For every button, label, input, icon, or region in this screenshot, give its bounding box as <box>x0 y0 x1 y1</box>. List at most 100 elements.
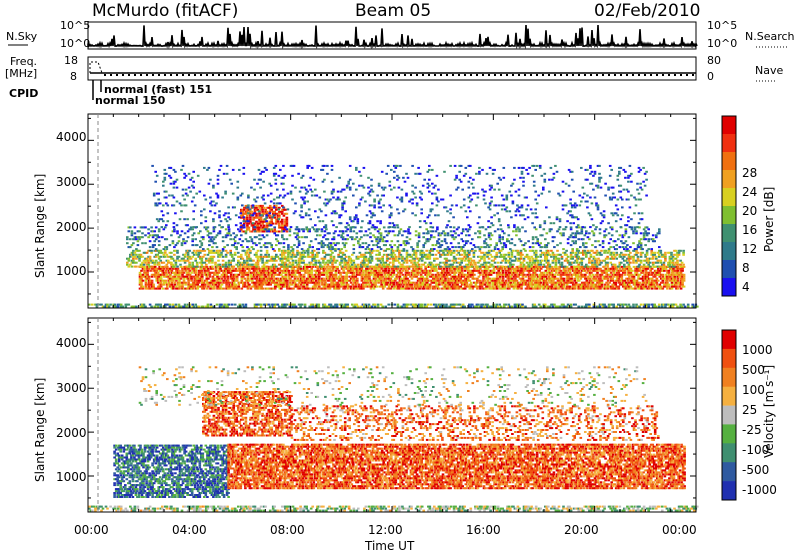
nave-dot <box>428 74 430 76</box>
power-colorbar-swatch <box>722 170 736 188</box>
power-colorbar-swatch <box>722 278 736 296</box>
nave-dot <box>218 74 220 76</box>
power-colorbar-swatch <box>722 134 736 152</box>
nave-dot <box>188 74 190 76</box>
nave-dot <box>122 74 124 76</box>
nave-dot <box>638 74 640 76</box>
power-echo-cells <box>88 165 699 308</box>
nave-dot <box>614 74 616 76</box>
nave-dot <box>506 74 508 76</box>
nave-dot <box>632 74 634 76</box>
nave-dot <box>656 74 658 76</box>
nave-dot <box>374 74 376 76</box>
nave-dot <box>278 74 280 76</box>
nave-dot <box>494 74 496 76</box>
nave-dot <box>536 74 538 76</box>
nave-dot <box>320 74 322 76</box>
nave-dot <box>200 74 202 76</box>
nave-dot <box>176 74 178 76</box>
nave-dot <box>626 74 628 76</box>
nave-dot <box>440 74 442 76</box>
nave-dot <box>464 74 466 76</box>
nave-dot <box>296 74 298 76</box>
velocity-colorbar-swatch <box>722 349 736 368</box>
nave-dot <box>308 74 310 76</box>
nave-dot <box>590 74 592 76</box>
power-colorbar-swatch <box>722 224 736 242</box>
nave-dot <box>140 74 142 76</box>
velocity-echo-cells <box>88 366 699 511</box>
nave-dot <box>134 74 136 76</box>
nave-dot <box>500 74 502 76</box>
nave-dot <box>422 74 424 76</box>
nave-dot <box>152 74 154 76</box>
nave-dot <box>416 74 418 76</box>
nave-dot <box>224 74 226 76</box>
nave-dot <box>368 74 370 76</box>
nave-dot <box>692 74 694 76</box>
nave-dot <box>284 74 286 76</box>
velocity-colorbar-swatch <box>722 443 736 462</box>
nave-dot <box>230 74 232 76</box>
nave-dot <box>242 74 244 76</box>
nave-dot <box>158 74 160 76</box>
nave-dot <box>596 74 598 76</box>
nave-dot <box>170 74 172 76</box>
nave-dot <box>260 74 262 76</box>
velocity-colorbar-swatch <box>722 481 736 500</box>
nave-dot <box>146 74 148 76</box>
nsky-trace <box>88 25 697 46</box>
velocity-colorbar-swatch <box>722 424 736 443</box>
velocity-colorbar-swatch <box>722 462 736 481</box>
nave-dot <box>602 74 604 76</box>
power-colorbar-swatch <box>722 152 736 170</box>
nave-dot <box>314 74 316 76</box>
nave-dot <box>488 74 490 76</box>
nave-dot <box>662 74 664 76</box>
velocity-colorbar-swatch <box>722 387 736 406</box>
nave-dot <box>254 74 256 76</box>
power-colorbar-swatch <box>722 260 736 278</box>
nave-dot <box>344 74 346 76</box>
nave-dot <box>110 74 112 76</box>
nave-dot <box>620 74 622 76</box>
nave-dot <box>302 74 304 76</box>
nave-dot <box>554 74 556 76</box>
nave-dot <box>410 74 412 76</box>
nave-dot <box>446 74 448 76</box>
nave-dot <box>470 74 472 76</box>
nave-dot <box>206 74 208 76</box>
velocity-colorbar-swatch <box>722 368 736 387</box>
nave-dot <box>398 74 400 76</box>
nave-dot <box>236 74 238 76</box>
nave-dot <box>524 74 526 76</box>
nave-dot <box>650 74 652 76</box>
nave-dot <box>674 74 676 76</box>
nave-dot <box>560 74 562 76</box>
velocity-colorbar-swatch <box>722 406 736 425</box>
nave-dot <box>404 74 406 76</box>
nave-dot <box>680 74 682 76</box>
nave-dot <box>248 74 250 76</box>
nave-dot <box>608 74 610 76</box>
power-colorbar-swatch <box>722 188 736 206</box>
nave-dot <box>482 74 484 76</box>
velocity-colorbar-swatch <box>722 330 736 349</box>
nave-dot <box>104 74 106 76</box>
nave-dot <box>266 74 268 76</box>
nave-dot <box>434 74 436 76</box>
nave-dot <box>512 74 514 76</box>
nave-dot <box>164 74 166 76</box>
nave-dot <box>458 74 460 76</box>
nave-dot <box>644 74 646 76</box>
nave-dot <box>530 74 532 76</box>
nave-dot <box>362 74 364 76</box>
nave-dot <box>518 74 520 76</box>
nave-dot <box>584 74 586 76</box>
nave-dot <box>566 74 568 76</box>
nave-dot <box>452 74 454 76</box>
nave-dot <box>686 74 688 76</box>
nave-dot <box>290 74 292 76</box>
